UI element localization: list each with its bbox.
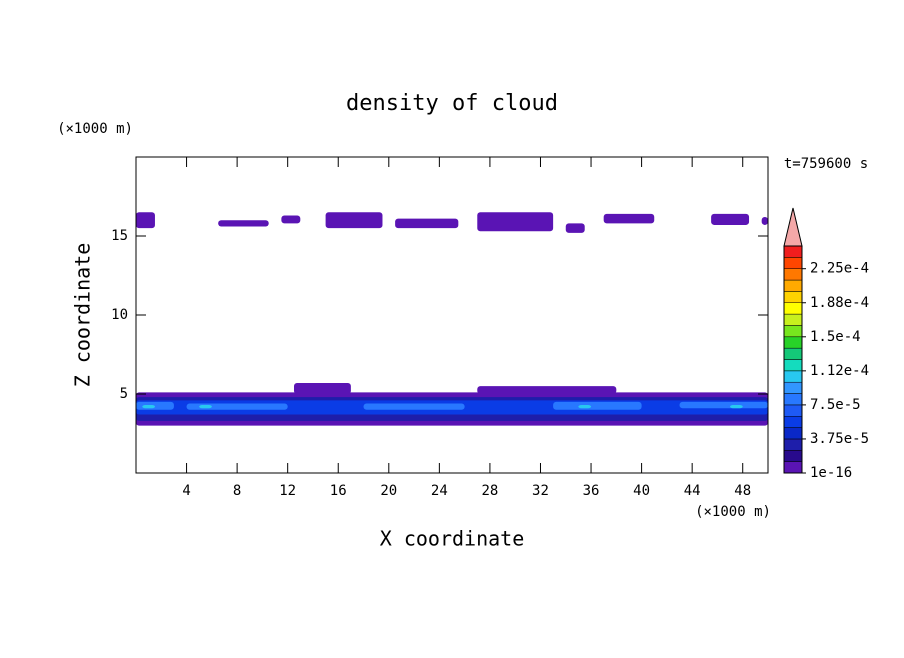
cloud-region bbox=[603, 213, 655, 224]
cloud-region bbox=[553, 401, 642, 410]
colorbar-box bbox=[783, 268, 803, 281]
cloud-region bbox=[730, 405, 743, 409]
cloud-region bbox=[477, 212, 554, 232]
colorbar-tick-label: 1.88e-4 bbox=[810, 295, 869, 311]
colorbar-box bbox=[783, 359, 803, 372]
colorbar-box bbox=[783, 313, 803, 326]
cloud-region bbox=[395, 218, 459, 229]
x-tick-label: 12 bbox=[279, 483, 296, 499]
colorbar-box bbox=[783, 279, 803, 292]
cloud-region bbox=[363, 403, 465, 410]
chart-title: density of cloud bbox=[346, 91, 558, 116]
colorbar-box bbox=[783, 416, 803, 428]
cloud-region bbox=[294, 382, 351, 394]
colorbar-box bbox=[783, 336, 803, 349]
x-tick-label: 16 bbox=[330, 483, 347, 499]
x-tick-label: 32 bbox=[532, 483, 549, 499]
cloud-region bbox=[199, 405, 212, 409]
x-tick-label: 20 bbox=[380, 483, 397, 499]
colorbar-box bbox=[783, 370, 803, 383]
cloud-region bbox=[578, 405, 592, 409]
x-tick-label: 28 bbox=[481, 483, 498, 499]
cloud-region bbox=[325, 212, 383, 229]
colorbar-box bbox=[783, 347, 803, 360]
y-tick-label: 5 bbox=[120, 386, 128, 402]
x-tick-label: 4 bbox=[182, 483, 190, 499]
cloud-region bbox=[136, 212, 155, 229]
x-tick-label: 8 bbox=[233, 483, 241, 499]
colorbar-box bbox=[783, 427, 803, 440]
x-tick-label: 40 bbox=[633, 483, 650, 499]
colorbar-tick-label: 3.75e-5 bbox=[810, 431, 869, 447]
cloud-region bbox=[136, 401, 174, 410]
cloud-region bbox=[142, 405, 155, 409]
x-tick-label: 24 bbox=[431, 483, 448, 499]
cloud-region bbox=[477, 386, 617, 394]
y-axis-title: Z coordinate bbox=[71, 243, 95, 388]
colorbar-tick-label: 2.25e-4 bbox=[810, 261, 869, 277]
colorbar-tick-label: 7.5e-5 bbox=[810, 397, 861, 413]
colorbar-box bbox=[783, 245, 803, 258]
colorbar-box bbox=[783, 325, 803, 338]
y-unit: (×1000 m) bbox=[57, 121, 133, 137]
cloud-region bbox=[186, 403, 288, 410]
x-tick-label: 36 bbox=[583, 483, 600, 499]
cloud-region bbox=[218, 220, 269, 227]
cloud-region bbox=[281, 215, 301, 224]
y-tick-label: 15 bbox=[111, 228, 128, 244]
x-axis-title: X coordinate bbox=[380, 527, 525, 551]
cloud-region bbox=[761, 217, 768, 225]
colorbar-box bbox=[783, 461, 803, 474]
colorbar-box bbox=[783, 438, 803, 451]
colorbar-tick-label: 1.12e-4 bbox=[810, 363, 869, 379]
x-tick-label: 48 bbox=[734, 483, 751, 499]
colorbar-tick-label: 1.5e-4 bbox=[810, 329, 861, 345]
cloud-region bbox=[711, 213, 750, 225]
y-tick-label: 10 bbox=[111, 307, 128, 323]
colorbar-box bbox=[783, 450, 803, 462]
colorbar-box bbox=[783, 291, 803, 303]
colorbar-box bbox=[783, 381, 803, 394]
colorbar-extension bbox=[783, 207, 803, 247]
colorbar-box bbox=[783, 257, 803, 269]
colorbar-box bbox=[783, 302, 803, 315]
colorbar-box bbox=[783, 404, 803, 417]
cloud-region bbox=[679, 401, 768, 409]
colorbar-frame bbox=[783, 245, 803, 474]
x-tick-label: 44 bbox=[684, 483, 701, 499]
colorbar-tick-label: 1e-16 bbox=[810, 465, 852, 481]
colorbar-box bbox=[783, 393, 803, 406]
x-unit: (×1000 m) bbox=[695, 504, 771, 520]
cloud-region bbox=[565, 223, 585, 233]
time-annotation: t=759600 s bbox=[784, 156, 868, 172]
